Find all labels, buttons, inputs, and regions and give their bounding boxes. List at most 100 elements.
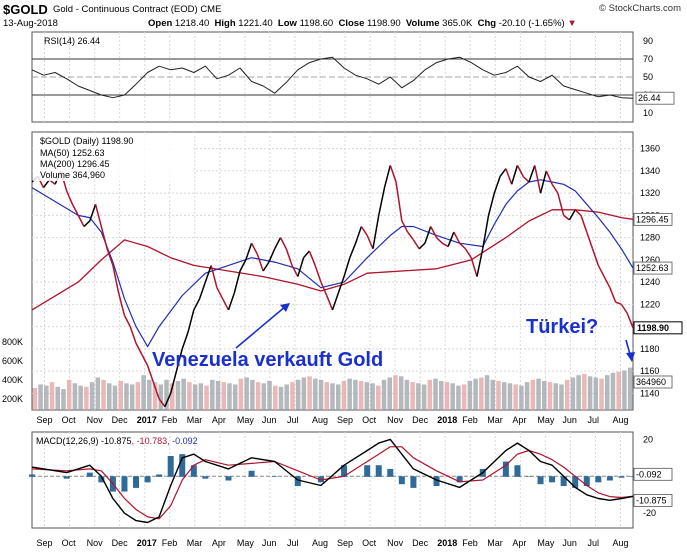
price-x-tick-label: Jul (287, 415, 299, 425)
price-segment (441, 242, 449, 248)
price-segment (453, 231, 461, 244)
volume-bar (72, 383, 78, 410)
open-label: Open (148, 18, 173, 29)
macd-x-tick-label: Aug (612, 538, 628, 548)
macd-x-tick-label: Jun (562, 538, 577, 548)
price-segment (522, 175, 530, 183)
price-segment (158, 398, 166, 408)
macd-x-tick-label: Oct (362, 538, 377, 548)
price-segment (383, 165, 392, 188)
price-tick-label: 1220 (640, 299, 660, 309)
volume-bar (347, 378, 352, 410)
volume-bar (484, 375, 490, 410)
macd-x-tick-label: Oct (62, 538, 77, 548)
price-segment (129, 326, 137, 344)
volume-bar (89, 382, 95, 410)
price-segment (250, 242, 259, 255)
price-x-tick-label: May (237, 415, 255, 425)
macd-hist-value-tag: -0.092 (636, 469, 662, 479)
price-x-tick-label: Jun (262, 415, 277, 425)
volume-bar (341, 380, 347, 410)
macd-x-tick-label: Nov (87, 538, 104, 548)
price-segment (210, 265, 218, 288)
volume-bar (141, 375, 146, 410)
close-value: 1198.90 (367, 18, 401, 29)
volume-bar (387, 377, 392, 410)
price-x-tick-label: Nov (387, 415, 404, 425)
ma50-legend: MA(50) 1252.63 (40, 148, 105, 158)
macd-hist-value-tag-box (633, 467, 673, 481)
low-label: Low (277, 18, 297, 29)
price-segment (135, 342, 143, 355)
price-segment (331, 292, 339, 311)
volume-bar (66, 379, 72, 410)
volume-bar (467, 380, 473, 410)
price-segment (343, 257, 351, 277)
price-x-tick-label: 2017 (137, 415, 157, 425)
volume-bar (501, 382, 507, 410)
volume-bar (496, 380, 501, 410)
volume-bar (507, 383, 513, 410)
price-segment (193, 298, 201, 311)
price-segment (412, 239, 420, 250)
macd-histogram-bar (398, 476, 405, 485)
price-segment (181, 331, 189, 350)
price-segment (459, 242, 466, 250)
macd-x-tick-label: Nov (387, 538, 404, 548)
volume-bar (204, 385, 209, 410)
volume-tick-label: 800K (2, 337, 23, 347)
price-segment (320, 281, 328, 296)
price-segment (591, 248, 600, 266)
volume-bar (358, 380, 364, 410)
price-x-tick-label: Dec (112, 415, 129, 425)
macd-x-tick-label: Feb (462, 538, 478, 548)
price-segment (89, 204, 97, 222)
price-x-tick-label: Dec (412, 415, 429, 425)
macd-histogram-bar (549, 476, 556, 483)
price-segment (476, 248, 484, 277)
price-segment (94, 204, 103, 227)
price-segment (42, 179, 50, 189)
quote-date: 13-Aug-2018 (3, 18, 58, 29)
macd-histogram-bar (606, 476, 613, 481)
volume-value: 365.0K (442, 18, 473, 29)
price-segment (407, 231, 415, 241)
price-x-tick-label: May (537, 415, 555, 425)
price-segment (222, 298, 230, 311)
price-segment (424, 226, 432, 244)
volume-bar (353, 379, 358, 410)
price-x-tick-label: Mar (187, 415, 203, 425)
macd-histogram-bar (144, 476, 151, 483)
volume-bar (542, 380, 547, 410)
volume-bar (307, 376, 312, 410)
price-segment (539, 170, 548, 194)
price-segment (354, 226, 363, 244)
macd-histogram-bar (387, 468, 394, 477)
macd-x-tick-label: Dec (412, 538, 429, 548)
price-segment (303, 250, 310, 259)
volume-bar (438, 380, 444, 410)
price-segment (609, 287, 617, 303)
price-segment (626, 312, 634, 329)
price-legend: $GOLD (Daily) 1198.90 (40, 136, 133, 146)
volume-bar (404, 379, 410, 410)
price-segment (510, 165, 519, 185)
rsi-tick-label: 50 (643, 72, 653, 82)
price-x-tick-label: Oct (62, 415, 77, 425)
volume-bar (335, 384, 341, 410)
annotation-turkey: Türkei? (526, 316, 598, 338)
credit-text: © StockCharts.com (599, 3, 681, 14)
arrow-head-icon (280, 303, 290, 312)
price-segment (233, 270, 241, 294)
macd-x-tick-label: Sep (337, 538, 353, 548)
macd-histogram-bar (514, 465, 521, 477)
open-value: 1218.40 (174, 18, 210, 29)
volume-bar (416, 383, 421, 410)
exchange-text: CME (200, 4, 222, 15)
volume-bar (255, 382, 261, 410)
volume-bar (421, 384, 427, 410)
ma200-value-tag-box (633, 212, 673, 226)
macd-histogram-bar (317, 476, 324, 483)
low-value: 1198.60 (299, 18, 334, 29)
